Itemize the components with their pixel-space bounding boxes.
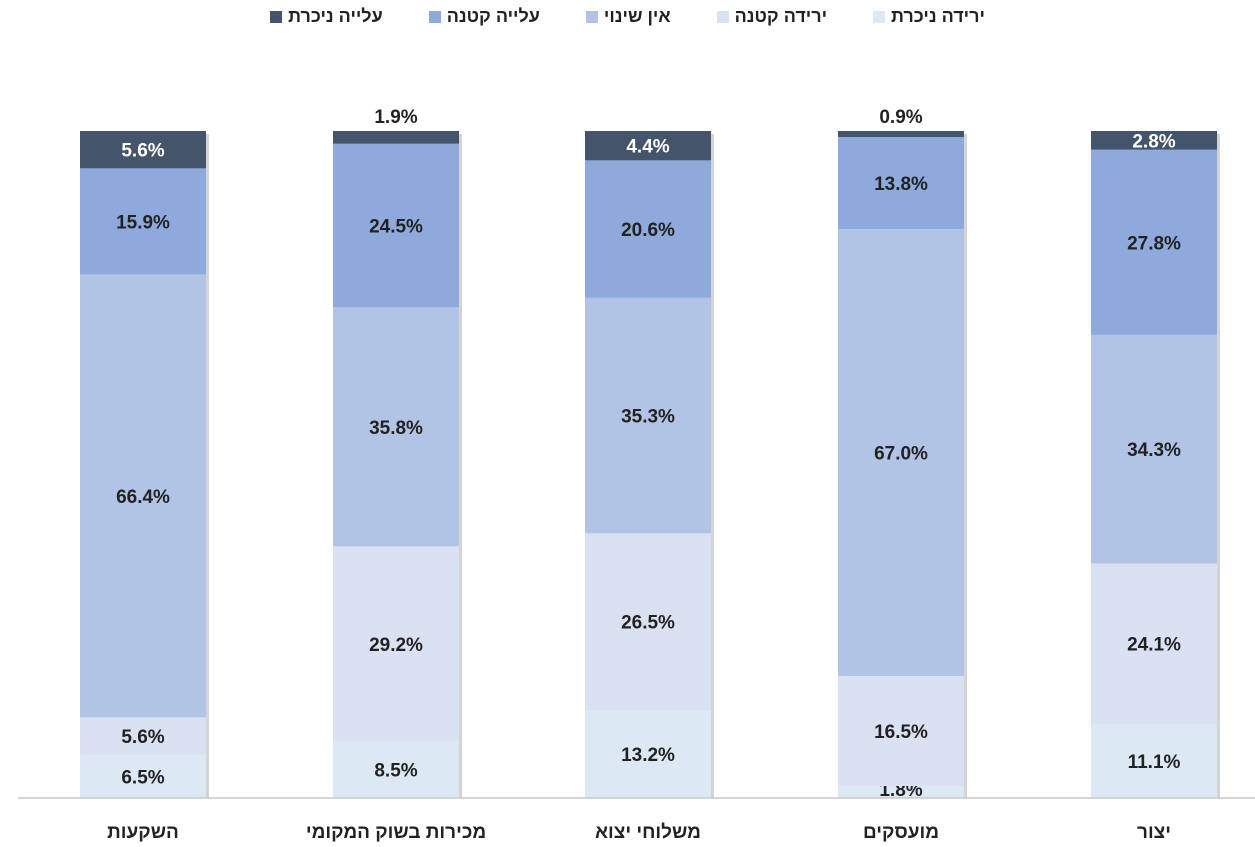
category-label: מועסקים: [863, 822, 939, 843]
legend-swatch: [873, 10, 886, 23]
data-label: 11.1%: [1128, 752, 1181, 773]
legend-swatch: [585, 10, 598, 23]
bar-segment-0-2: [1091, 334, 1217, 564]
data-label: 35.3%: [621, 406, 675, 427]
chart-legend: ירידה ניכרת ירידה קטנה אין שינוי עלייה קטנה…: [0, 6, 1255, 27]
data-label: 16.5%: [874, 722, 928, 743]
bar-segment-1-4: [838, 131, 964, 138]
bar-segment-2-3: [585, 160, 711, 298]
legend-label: אין שינוי: [603, 6, 671, 26]
bar-segment-1-2: [838, 229, 964, 676]
data-label: 1.9%: [374, 107, 417, 128]
category-label: משלוחי יצוא: [595, 822, 701, 843]
data-label: 29.2%: [369, 635, 423, 656]
category-label: יצור: [1137, 822, 1171, 843]
legend-swatch: [716, 10, 729, 23]
bar-1: 1.8%16.5%67.0%13.8%0.9%: [838, 107, 967, 801]
bar-segment-3-0: [333, 741, 459, 798]
bar-segment-1-0: [838, 785, 964, 798]
bar-segment-4-2: [80, 274, 206, 718]
data-label: 67.0%: [874, 443, 928, 464]
bar-segment-1-1: [838, 675, 964, 786]
legend-swatch: [270, 10, 283, 23]
bar-segment-4-1: [80, 717, 206, 755]
legend-item-4: עלייה ניכרת: [270, 6, 383, 27]
bar-2: 13.2% 26.5% 35.3% 20.6% 4.4%: [585, 131, 714, 798]
legend-label: ירידה קטנה: [734, 6, 828, 26]
data-label: 35.8%: [369, 418, 423, 439]
data-label: 5.6%: [121, 141, 164, 162]
legend-item-1: ירידה קטנה: [716, 6, 828, 27]
legend-swatch: [428, 10, 441, 23]
bar-segment-3-2: [333, 307, 459, 547]
data-label: 26.5%: [621, 613, 675, 634]
bar-segment-2-2: [585, 297, 711, 534]
data-label: 15.9%: [116, 212, 170, 233]
data-label: 0.9%: [879, 107, 922, 128]
bar-segment-2-0: [585, 709, 711, 798]
data-label: 5.6%: [121, 727, 164, 748]
bar-segment-1-3: [838, 137, 964, 230]
legend-item-2: אין שינוי: [585, 6, 671, 27]
bar-segment-3-1: [333, 546, 459, 742]
bar-segment-0-0: [1091, 724, 1217, 798]
legend-label: עלייה קטנה: [446, 6, 540, 26]
data-label: 6.5%: [121, 767, 164, 788]
category-labels: יצור מועסקים משלוחי יצוא מכירות בשוק המקומי…: [107, 822, 1171, 843]
bar-segment-2-1: [585, 533, 711, 710]
data-label: 2.8%: [1132, 131, 1175, 152]
bar-segment-4-0: [80, 754, 206, 798]
bar-segment-2-4: [585, 131, 711, 161]
bar-segment-3-4: [333, 131, 459, 144]
data-label: 8.5%: [374, 761, 417, 782]
legend-label: ירידה ניכרת: [891, 6, 985, 26]
bar-segment-3-3: [333, 143, 459, 308]
bar-segment-0-3: [1091, 149, 1217, 335]
data-label: 24.1%: [1127, 635, 1181, 656]
data-label: 34.3%: [1127, 440, 1181, 461]
data-label: 27.8%: [1127, 233, 1181, 254]
bar-4: 6.5% 5.6% 66.4% 15.9% 5.6%: [80, 131, 209, 798]
data-label: 13.2%: [621, 745, 675, 766]
data-label: 20.6%: [621, 220, 675, 241]
category-label: מכירות בשוק המקומי: [306, 822, 486, 843]
legend-item-0: ירידה ניכרת: [873, 6, 985, 27]
bar-segment-4-4: [80, 131, 206, 169]
bar-segment-0-1: [1091, 563, 1217, 725]
legend-item-3: עלייה קטנה: [428, 6, 540, 27]
data-label: 24.5%: [369, 216, 423, 237]
bar-segment-4-3: [80, 168, 206, 275]
category-label: השקעות: [107, 822, 179, 843]
bar-segment-0-4: [1091, 131, 1217, 150]
bars-layer: 11.1%24.1%34.3%27.8%2.8%1.8%16.5%67.0%13…: [80, 107, 1220, 801]
data-label: 4.4%: [626, 137, 669, 158]
bar-3: 8.5% 29.2% 35.8% 24.5% 1.9%: [333, 107, 462, 798]
legend-label: עלייה ניכרת: [288, 6, 383, 26]
data-label: 13.8%: [874, 174, 928, 195]
data-label: 66.4%: [116, 487, 170, 508]
bar-0: 11.1% 24.1% 34.3% 27.8% 2.8%: [1091, 131, 1220, 798]
